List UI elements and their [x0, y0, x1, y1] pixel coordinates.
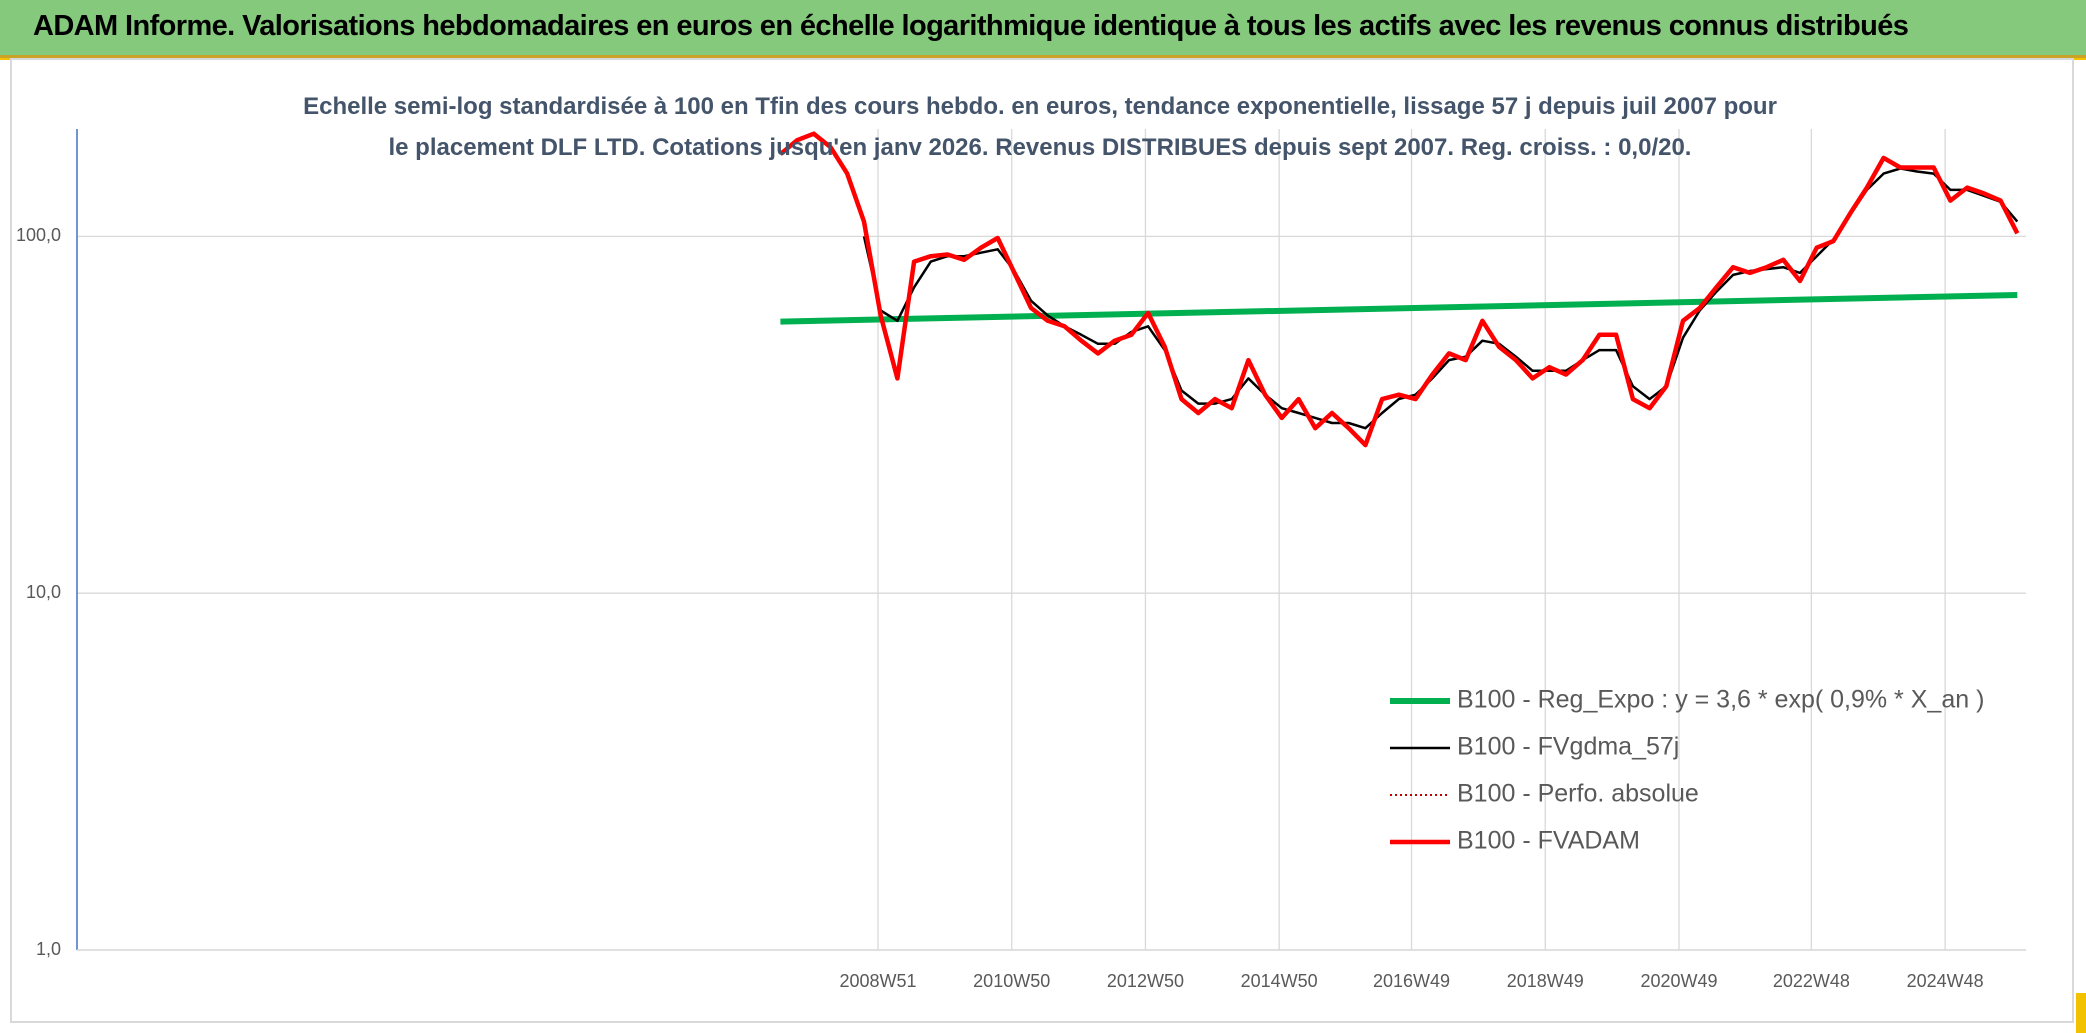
title-banner: ADAM Informe. Valorisations hebdomadaire… — [0, 0, 2086, 58]
x-tick-label: 2010W50 — [973, 971, 1050, 991]
x-tick-label: 2016W49 — [1373, 971, 1450, 991]
x-tick-label: 2024W48 — [1907, 971, 1984, 991]
x-tick-label: 2008W51 — [839, 971, 916, 991]
x-tick-label: 2022W48 — [1773, 971, 1850, 991]
legend-label: B100 - FVADAM — [1457, 827, 1640, 855]
legend-label: B100 - Perfo. absolue — [1457, 780, 1699, 808]
chart-subtitle: Echelle semi-log standardisée à 100 en T… — [303, 93, 1777, 161]
x-tick-label: 2020W49 — [1640, 971, 1717, 991]
series-line — [780, 292, 2018, 325]
y-tick-label: 100,0 — [16, 225, 61, 245]
series-line — [862, 167, 2019, 430]
x-tick-label: 2014W50 — [1241, 971, 1318, 991]
series-line — [778, 131, 2020, 448]
legend-label: B100 - FVgdma_57j — [1457, 733, 1679, 761]
x-tick-label: 2018W49 — [1507, 971, 1584, 991]
chart-title: ADAM Informe. Valorisations hebdomadaire… — [33, 10, 1909, 42]
corner-marker — [2076, 993, 2086, 1033]
y-tick-label: 10,0 — [26, 582, 61, 602]
legend-label: B100 - Reg_Expo : y = 3,6 * exp( 0,9% * … — [1457, 686, 1984, 714]
chart-panel — [10, 58, 2074, 1023]
x-tick-label: 2012W50 — [1107, 971, 1184, 991]
y-tick-label: 1,0 — [36, 939, 61, 959]
